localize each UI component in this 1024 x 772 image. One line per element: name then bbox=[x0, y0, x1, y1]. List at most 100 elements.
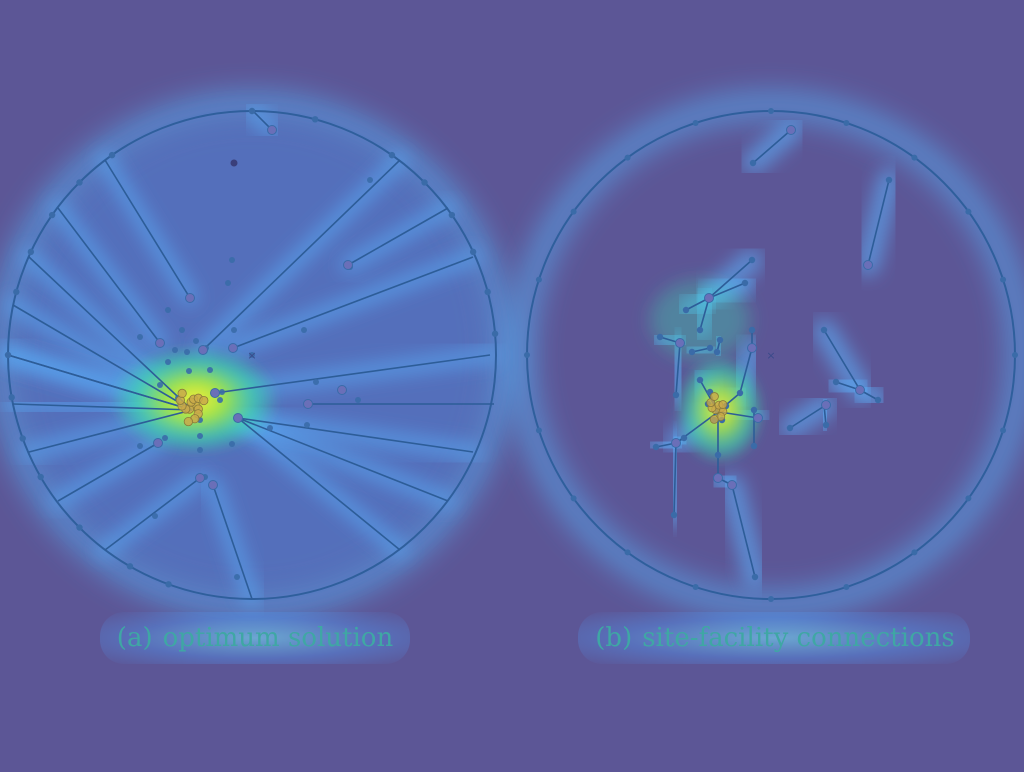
panel-a-connection-line-1 bbox=[57, 207, 161, 344]
panel-a-facility-8 bbox=[153, 438, 163, 448]
panel-a-rim-site-19 bbox=[165, 581, 172, 588]
panel-b-site-21 bbox=[874, 396, 882, 404]
panel-b-rim-site-17 bbox=[911, 549, 918, 556]
panel-b-site-5 bbox=[741, 279, 749, 287]
panel-b-facility-7 bbox=[753, 413, 763, 423]
panel-a-rim-site-17 bbox=[76, 524, 83, 531]
panel-a-site-18 bbox=[207, 367, 213, 373]
panel-a-connection-line-5 bbox=[12, 403, 193, 411]
panel-a-site-28 bbox=[229, 441, 235, 447]
panel-b-site-25 bbox=[696, 376, 704, 384]
panel-b-site-0 bbox=[749, 159, 757, 167]
panel-a-site-7 bbox=[137, 334, 143, 340]
panel-a-connection-line-19 bbox=[7, 354, 193, 411]
panel-b-rim-site-10 bbox=[524, 352, 530, 358]
panel-b-connection-line-15 bbox=[789, 404, 827, 429]
panel-a-facility-3 bbox=[198, 345, 208, 355]
panel-a-site-31 bbox=[152, 513, 158, 519]
panel-b-site-2 bbox=[885, 176, 893, 184]
panel-b-facility-2 bbox=[704, 293, 714, 303]
panel-a-rim-site-11 bbox=[27, 248, 35, 256]
caption-a-glow bbox=[100, 612, 410, 664]
panel-b-site-13 bbox=[716, 336, 724, 344]
panel-a-site-33 bbox=[249, 352, 255, 358]
panel-a-facility-1 bbox=[155, 338, 165, 348]
panel-b-facility-9 bbox=[713, 473, 723, 483]
panel-b-site-4 bbox=[748, 256, 756, 264]
panel-b-rim-site-2 bbox=[965, 208, 972, 215]
panel-a-site-24 bbox=[197, 433, 203, 439]
panel-a-site-3 bbox=[367, 177, 373, 183]
panel-b-site-7 bbox=[682, 306, 690, 314]
panel-a-connection-line-12 bbox=[237, 417, 474, 453]
panel-a-facility-7 bbox=[233, 413, 243, 423]
panel-b-site-12 bbox=[706, 344, 714, 352]
panel-a-connection-line-14 bbox=[214, 354, 491, 394]
panel-b-facility-8 bbox=[671, 438, 681, 448]
panel-b-facility-3 bbox=[675, 338, 685, 348]
panel-b-rim-site-13 bbox=[624, 549, 631, 556]
panel-b-facility-6 bbox=[821, 400, 831, 410]
panel-b-facility-4 bbox=[747, 343, 757, 353]
panel-b-connection-line-1 bbox=[867, 179, 890, 266]
panel-b-rim-site-18 bbox=[965, 495, 972, 502]
panel-b-facility-10 bbox=[727, 480, 737, 490]
panel-b-hub-node-9 bbox=[718, 400, 728, 409]
panel-b-rim-site-0 bbox=[1012, 352, 1018, 358]
panel-b-site-17 bbox=[736, 389, 744, 397]
panel-a-connection-line-17 bbox=[202, 159, 401, 351]
panel-a-site-32 bbox=[234, 574, 240, 580]
caption-b-glow bbox=[578, 612, 970, 664]
panel-b-site-14 bbox=[713, 348, 721, 356]
caption-panel-a: (a) optimum solution bbox=[80, 618, 430, 658]
panel-a-rim-site-16 bbox=[37, 473, 44, 481]
panel-a-rim-site-15 bbox=[19, 435, 26, 442]
panel-a-site-16 bbox=[157, 382, 163, 388]
panel-a-connection-line-3 bbox=[12, 304, 193, 411]
panel-a-caption: optimum solution bbox=[162, 623, 394, 653]
panel-b-hub-node-7 bbox=[710, 392, 719, 401]
panel-b-connection-line-3 bbox=[708, 282, 746, 299]
panel-a-connection-line-9 bbox=[212, 484, 253, 600]
panel-a-facility-10 bbox=[208, 480, 218, 490]
panel-b-connection-line-0 bbox=[752, 129, 792, 164]
panel-a-site-2 bbox=[225, 280, 231, 286]
panel-a-connection-line-11 bbox=[237, 417, 449, 502]
panel-a-connection-line-16 bbox=[347, 207, 449, 266]
panel-b-rim-site-14 bbox=[692, 584, 699, 591]
panel-b-rim-glow bbox=[508, 92, 1024, 618]
panel-b-connection-line-5 bbox=[699, 297, 710, 331]
panel-b-site-23 bbox=[786, 424, 794, 432]
panel-a-site-8 bbox=[193, 338, 199, 344]
caption-panel-b: (b) site-facility connections bbox=[560, 618, 990, 658]
panel-b-site-8 bbox=[696, 326, 704, 334]
panel-b-rim-site-8 bbox=[570, 208, 577, 215]
panel-a-rim-site-1 bbox=[484, 288, 491, 296]
panel-a-hub-node-13 bbox=[199, 395, 209, 406]
panel-a-rim-site-9 bbox=[76, 179, 83, 186]
panel-b-rim-site-5 bbox=[768, 108, 774, 114]
panel-a-site-30 bbox=[304, 422, 310, 428]
panel-a-connection-line-6 bbox=[28, 409, 193, 453]
panel-a-facility-2 bbox=[228, 343, 238, 353]
panel-a-rim-site-4 bbox=[421, 179, 428, 186]
panel-a-site-9 bbox=[184, 349, 190, 355]
panel-a-rim-site-12 bbox=[13, 288, 20, 296]
panel-b-site-37 bbox=[751, 573, 759, 581]
panel-a-rim-site-18 bbox=[126, 563, 134, 570]
panel-b-rim-site-6 bbox=[692, 119, 699, 126]
panel-a-facility-5 bbox=[337, 385, 347, 395]
panel-a-site-10 bbox=[172, 347, 178, 353]
panel-b-site-15 bbox=[748, 326, 756, 334]
panel-a-rim-site-8 bbox=[108, 151, 116, 159]
panel-b-facility-5 bbox=[855, 385, 865, 395]
panel-b-site-33 bbox=[750, 406, 758, 414]
panel-a-rim-site-0 bbox=[491, 330, 499, 337]
panel-a-rim-site-14 bbox=[8, 394, 15, 401]
panel-a-facility-0 bbox=[185, 293, 195, 303]
panel-a-site-27 bbox=[137, 443, 143, 449]
panel-b-site-11 bbox=[688, 348, 696, 356]
panel-b-label: (b) bbox=[595, 623, 633, 653]
panel-b-rim-site-7 bbox=[624, 154, 631, 161]
